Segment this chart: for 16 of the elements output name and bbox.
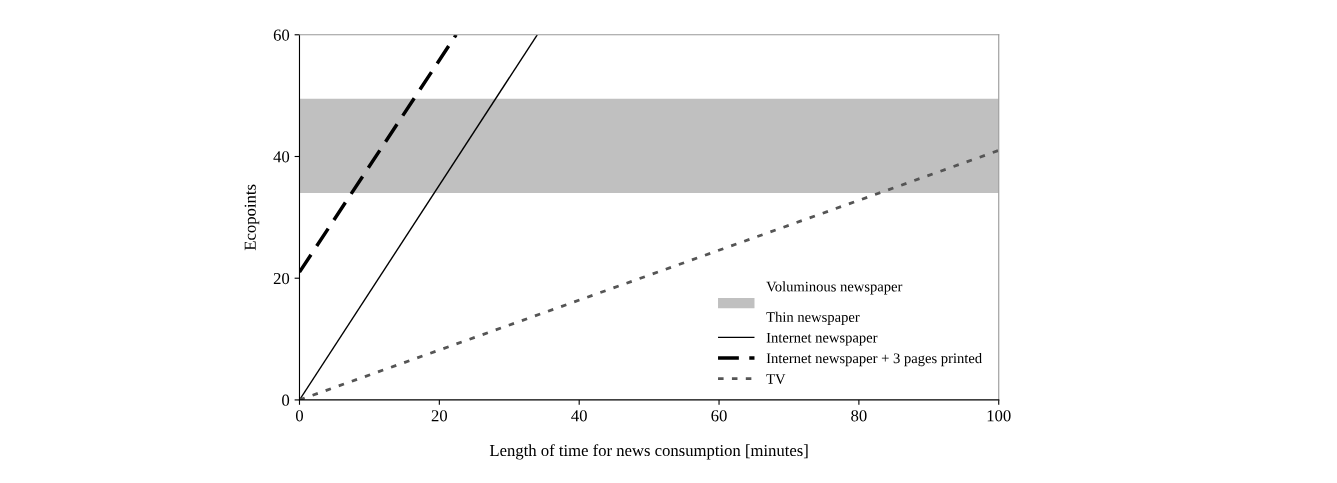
y-tick-label: 60 xyxy=(273,29,290,41)
x-tick-label: 40 xyxy=(571,410,587,422)
legend-label: Voluminous newspaper Thin newspaper xyxy=(766,281,903,325)
x-tick-label: 100 xyxy=(987,410,1011,422)
legend-label: Internet newspaper + 3 pages printed xyxy=(766,352,982,367)
y-tick-label: 40 xyxy=(273,151,290,163)
y-axis-title: Ecopoints xyxy=(244,184,260,251)
x-tick-label: 0 xyxy=(295,410,304,422)
x-tick-label: 20 xyxy=(431,410,448,422)
y-tick-label: 20 xyxy=(273,272,290,285)
x-tick-label: 60 xyxy=(711,410,727,422)
legend-label: Internet newspaper xyxy=(766,332,878,346)
x-tick-label: 80 xyxy=(851,410,867,422)
x-axis-title: Length of time for news consumption [minutes] xyxy=(489,444,808,460)
y-tick-label: 0 xyxy=(282,394,290,406)
legend-label: TV xyxy=(766,374,786,384)
